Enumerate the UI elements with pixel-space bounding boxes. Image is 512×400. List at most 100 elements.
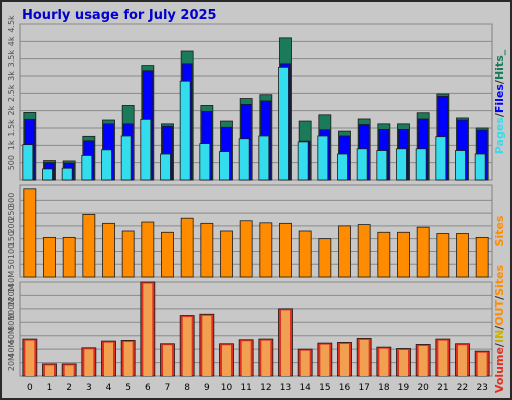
- volume-bar-inner: [123, 341, 133, 376]
- volume-axis-label-part: /: [493, 325, 506, 330]
- pages-bar: [101, 149, 112, 181]
- volume-axis-label-part: /: [493, 342, 506, 347]
- sites-bar: [377, 231, 391, 278]
- sites-tick-label: 300: [7, 193, 16, 208]
- sites-tick-label: 50: [7, 259, 16, 269]
- hour-label: 15: [319, 383, 330, 393]
- usage-panel: [19, 23, 493, 181]
- volume-bar-inner: [399, 349, 408, 376]
- hour-label: 12: [260, 383, 271, 393]
- pages-bar: [160, 153, 171, 181]
- pages-bar: [455, 150, 466, 181]
- usage-axis-label-part: Hits_: [493, 49, 506, 80]
- usage-tick-label: 500: [7, 155, 16, 170]
- pages-bar: [42, 168, 53, 181]
- sites-tick-label: 100: [7, 244, 16, 259]
- volume-tick-label: 20M: [7, 354, 16, 371]
- volume-axis-label-part: Sites: [493, 264, 506, 295]
- sites-bar: [23, 188, 37, 278]
- volume-axis-label: Volume/IN/OUT/Sites: [493, 264, 506, 393]
- pages-bar: [258, 135, 270, 181]
- pages-bar: [219, 151, 230, 181]
- pages-bar: [238, 138, 250, 181]
- volume-bar-inner: [182, 317, 192, 376]
- hour-label: 21: [437, 383, 448, 393]
- sites-axis-label-part: Sites: [493, 215, 506, 246]
- sites-bar: [279, 222, 292, 278]
- pages-bar: [356, 148, 368, 181]
- volume-axis-label-part: /: [493, 295, 506, 300]
- sites-bar: [220, 230, 233, 278]
- pages-bar: [22, 144, 34, 181]
- usage-tick-label: 1k: [7, 140, 16, 150]
- hour-label: 23: [476, 383, 487, 393]
- hour-label: 19: [398, 383, 410, 393]
- hour-label: 6: [145, 383, 151, 393]
- hour-label: 20: [417, 383, 429, 393]
- sites-bar: [298, 230, 312, 278]
- volume-bar-inner: [477, 352, 487, 376]
- volume-bar-inner: [241, 341, 251, 376]
- usage-tick-label: 2k: [7, 105, 16, 115]
- usage-axis-label-part: Files: [493, 84, 506, 114]
- pages-bar: [81, 154, 93, 181]
- volume-tick-label: 80M: [7, 314, 16, 331]
- volume-bar-inner: [359, 339, 369, 376]
- usage-axis-label-part: Pages: [493, 117, 506, 155]
- hour-label: 11: [240, 383, 251, 393]
- volume-tick-label: 140M: [7, 271, 16, 293]
- sites-bar: [475, 236, 489, 278]
- hour-label: 10: [221, 383, 233, 393]
- volume-tick-label: 100M: [7, 298, 16, 320]
- sites-bar: [62, 236, 76, 278]
- sites-bar: [141, 221, 155, 278]
- volume-bar-inner: [458, 345, 467, 376]
- volume-tick-label: 40M: [7, 341, 16, 358]
- sites-bar: [43, 236, 56, 278]
- volume-axis-label-part: Volume: [493, 347, 506, 393]
- hour-label: 16: [339, 383, 351, 393]
- sites-bar: [456, 233, 469, 278]
- usage-tick-label: 3.5k: [7, 50, 16, 68]
- volume-bar-inner: [281, 310, 290, 376]
- sites-tick-label: 200: [7, 218, 16, 233]
- sites-bar: [239, 220, 253, 278]
- volume-tick-label: 120M: [7, 284, 16, 306]
- hour-label: 17: [358, 383, 369, 393]
- hour-label: 4: [106, 383, 112, 393]
- sites-bar: [161, 231, 174, 278]
- volume-bar-inner: [104, 342, 113, 376]
- pages-bar: [120, 135, 132, 181]
- hour-label: 18: [378, 383, 390, 393]
- sites-bar: [436, 233, 450, 278]
- pages-bar: [179, 80, 191, 181]
- volume-axis-label-part: OUT: [493, 299, 506, 325]
- sites-tick-label: 250: [7, 205, 16, 220]
- hour-label: 3: [86, 383, 92, 393]
- usage-axis-label-part: /: [493, 112, 506, 117]
- pages-bar: [317, 135, 329, 181]
- hour-label: 22: [457, 383, 468, 393]
- volume-bar-inner: [418, 345, 428, 376]
- hour-label: 1: [47, 383, 53, 393]
- volume-bar-inner: [45, 365, 54, 376]
- pages-bar: [415, 148, 427, 181]
- sites-bar: [180, 217, 194, 278]
- chart-title: Hourly usage for July 2025: [22, 8, 217, 23]
- pages-bar: [61, 167, 73, 181]
- volume-bar-inner: [300, 350, 310, 376]
- hour-label: 7: [165, 383, 171, 393]
- volume-axis-label-part: IN: [493, 330, 506, 343]
- sites-bar: [318, 238, 332, 278]
- pages-bar: [435, 136, 447, 181]
- volume-bar-inner: [222, 345, 231, 376]
- hour-label: 9: [204, 383, 210, 393]
- sites-bar: [102, 222, 115, 278]
- volume-bar-inner: [25, 340, 35, 376]
- usage-tick-label: 2.5k: [7, 84, 16, 102]
- pages-bar: [337, 153, 348, 181]
- usage-axis-label-part: /: [493, 79, 506, 84]
- usage-axis-label: Pages/Files/Hits_: [493, 49, 506, 154]
- hour-label: 0: [27, 383, 33, 393]
